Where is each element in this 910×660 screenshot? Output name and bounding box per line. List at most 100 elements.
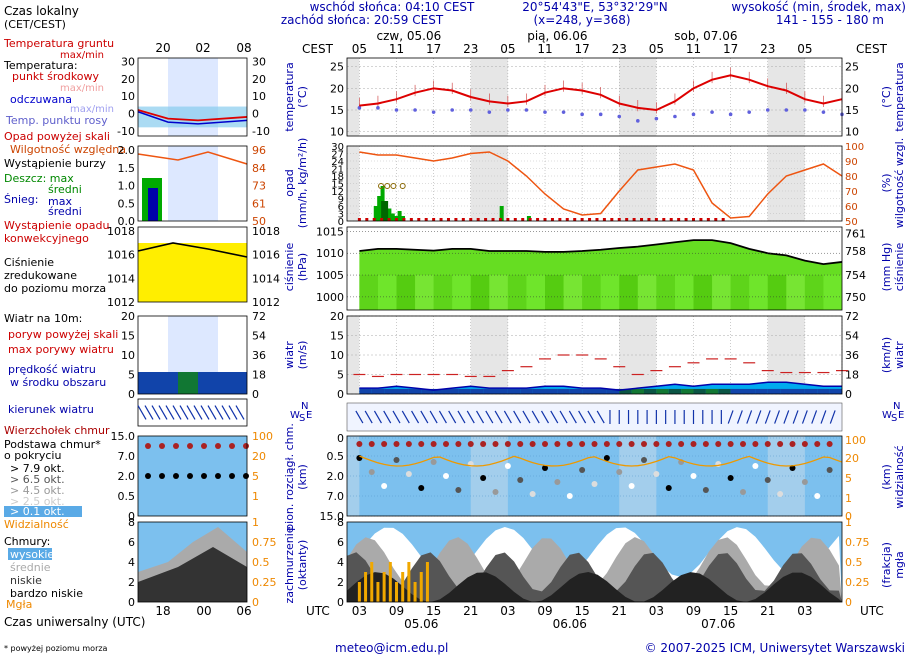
legend-precip-over: Opad powyżej skali — [4, 130, 110, 143]
wind-bar — [594, 388, 607, 394]
pressure-band — [619, 275, 638, 310]
convective-mark — [521, 218, 525, 221]
humidity-tick: 60 — [845, 202, 858, 213]
pressure-band — [786, 275, 805, 310]
legend-precip-tick: 2.0 — [118, 144, 136, 157]
legend-high-box — [8, 548, 52, 560]
cloudbase-bg — [347, 436, 842, 516]
precip-tick: 15 — [331, 180, 344, 191]
pressure-band — [730, 275, 750, 310]
legend-cb-tick: 2.0 — [118, 470, 136, 483]
legend-cloudbase-point — [243, 473, 249, 479]
legend-wind-tick: 0 — [128, 388, 135, 401]
cest-hour-label: 05 — [352, 42, 367, 56]
night-stripe — [168, 146, 218, 221]
cloudbase-point — [356, 455, 363, 461]
rain-bar — [373, 206, 378, 221]
legend-utc-label: Czas uniwersalny (UTC) — [4, 615, 145, 629]
dewpoint-point — [654, 116, 659, 121]
wind-bar — [780, 388, 793, 394]
wind-bar — [718, 388, 731, 394]
temp-right-label: temperatura — [893, 62, 906, 131]
panel-border-precip — [346, 145, 843, 222]
legend-wind-tick-r: 72 — [252, 310, 266, 323]
cloudbase-point — [628, 483, 635, 489]
night-stripe — [619, 316, 657, 394]
cloud-tick: 4 — [337, 556, 344, 569]
legend-wind-arrow — [137, 405, 147, 420]
legend-precip-tick: 1.5 — [118, 162, 136, 175]
cest-hour-label: 17 — [574, 42, 589, 56]
cloudbase-point — [826, 467, 833, 473]
utc-hour-label: 15 — [574, 604, 589, 618]
legend-cloudbase-point — [229, 473, 235, 479]
legend-cloudtop-point — [173, 443, 179, 449]
compass-s-left: S — [299, 413, 305, 424]
fog-bar — [419, 572, 423, 602]
wind-bar — [433, 388, 446, 394]
legend-cloudtop-point — [215, 443, 221, 449]
legend-convective-2: konwekcyjnego — [4, 232, 89, 245]
fog-bar — [364, 572, 368, 602]
legend-wind-tick-r: 0 — [252, 388, 259, 401]
footer-email[interactable]: meteo@icm.edu.pl — [335, 641, 448, 655]
wind-arrow — [457, 410, 466, 424]
pressure-band — [563, 275, 583, 310]
cloudtop-point — [566, 441, 573, 447]
legend-hum-tick: 73 — [252, 180, 266, 193]
compass-n-left: N — [301, 401, 308, 412]
cloudbase-point — [579, 467, 586, 473]
wind-arrow — [466, 410, 475, 424]
legend-hour-02: 02 — [195, 41, 210, 55]
wind-bar — [681, 388, 694, 394]
legend-wind-dir: kierunek wiatru — [8, 403, 94, 416]
legend-wind-speed: prędkość wiatru — [8, 363, 96, 376]
pressure-tick: 1000 — [316, 291, 344, 304]
wind-bar — [668, 388, 682, 394]
compass-w-right: W — [882, 410, 892, 421]
pressure-band — [712, 275, 731, 310]
temp-tick-right: 15 — [845, 104, 859, 117]
day-label: sob, 07.06 — [674, 29, 737, 43]
temp-tick-left: 20 — [330, 82, 344, 95]
pressure-tick-mmhg: 761 — [845, 228, 866, 241]
legend-wind-tick-r: 54 — [252, 330, 266, 343]
utc-hour-label: 09 — [686, 604, 701, 618]
day-label: czw, 05.06 — [377, 29, 442, 43]
legend-temp-border — [137, 57, 248, 137]
pressure-band — [470, 275, 490, 310]
day-label: pią, 06.06 — [527, 29, 587, 43]
temp-tick-left: 10 — [330, 126, 344, 139]
cest-hour-label: 11 — [537, 42, 552, 56]
legend-rain-max: Deszcz: max — [4, 172, 74, 185]
wind-bar — [730, 388, 743, 394]
cb-left-unit: (km) — [296, 464, 309, 490]
pressure-band — [415, 275, 434, 310]
cloudtop-point — [591, 441, 598, 447]
wind-arrow — [764, 410, 771, 424]
legend-fog: Mgła — [6, 598, 32, 611]
wind-bar — [644, 388, 657, 394]
cloudbase-point — [554, 479, 561, 485]
convective-mark — [513, 218, 517, 221]
legend-wind-arrow — [179, 405, 189, 420]
dewpoint-point — [728, 112, 733, 117]
cloudtop-point — [740, 441, 746, 447]
wind-bar — [705, 388, 719, 394]
wind-arrow — [392, 410, 401, 424]
fog-bar — [395, 582, 398, 602]
wind-bar — [829, 388, 842, 394]
wind-bar — [767, 388, 781, 394]
convective-mark — [417, 218, 421, 221]
wind-tick: 5 — [337, 369, 344, 382]
wind-speed-line — [359, 381, 842, 391]
legend-okt-45: > 4.5 okt. — [10, 484, 65, 497]
cloudtop-point — [665, 441, 672, 447]
cloudtop-point — [727, 441, 734, 447]
pressure-band — [507, 275, 527, 310]
utc-right-label: UTC — [860, 604, 884, 618]
pressure-tick: 1010 — [316, 247, 344, 260]
legend-pres-tick-r: 1012 — [252, 296, 280, 309]
wind-bar — [606, 388, 620, 394]
legend-very-low: bardzo niskie — [10, 587, 83, 600]
